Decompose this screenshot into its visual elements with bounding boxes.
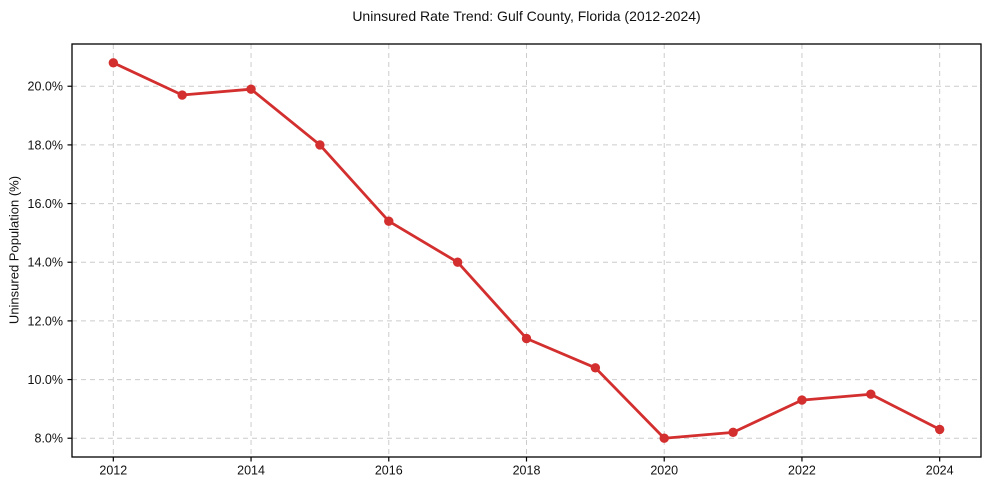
x-tick-label: 2018	[513, 464, 541, 478]
y-tick-label: 8.0%	[35, 432, 64, 446]
x-tick-label: 2024	[926, 464, 954, 478]
x-tick-label: 2012	[99, 464, 127, 478]
data-point	[866, 389, 876, 399]
data-point	[108, 58, 119, 68]
data-point	[934, 424, 945, 435]
data-point	[315, 140, 325, 150]
y-tick-label: 10.0%	[28, 373, 63, 387]
y-tick-label: 16.0%	[28, 197, 63, 211]
x-tick-label: 2020	[650, 464, 678, 478]
chart-title: Uninsured Rate Trend: Gulf County, Flori…	[352, 8, 701, 24]
data-point	[659, 433, 669, 443]
data-point	[452, 257, 463, 267]
x-tick-label: 2022	[788, 464, 816, 478]
x-tick-label: 2014	[237, 464, 265, 478]
data-point	[384, 216, 394, 226]
data-point	[590, 363, 601, 373]
data-point	[177, 90, 187, 100]
y-tick-label: 18.0%	[28, 138, 63, 152]
x-tick-label: 2016	[375, 464, 403, 478]
data-point	[797, 395, 807, 405]
plot-border	[71, 43, 982, 458]
data-point	[728, 427, 738, 438]
y-tick-label: 12.0%	[28, 314, 63, 328]
y-tick-label: 20.0%	[28, 80, 63, 94]
data-point	[521, 333, 532, 344]
data-point	[246, 84, 256, 94]
y-tick-label: 14.0%	[28, 256, 63, 270]
